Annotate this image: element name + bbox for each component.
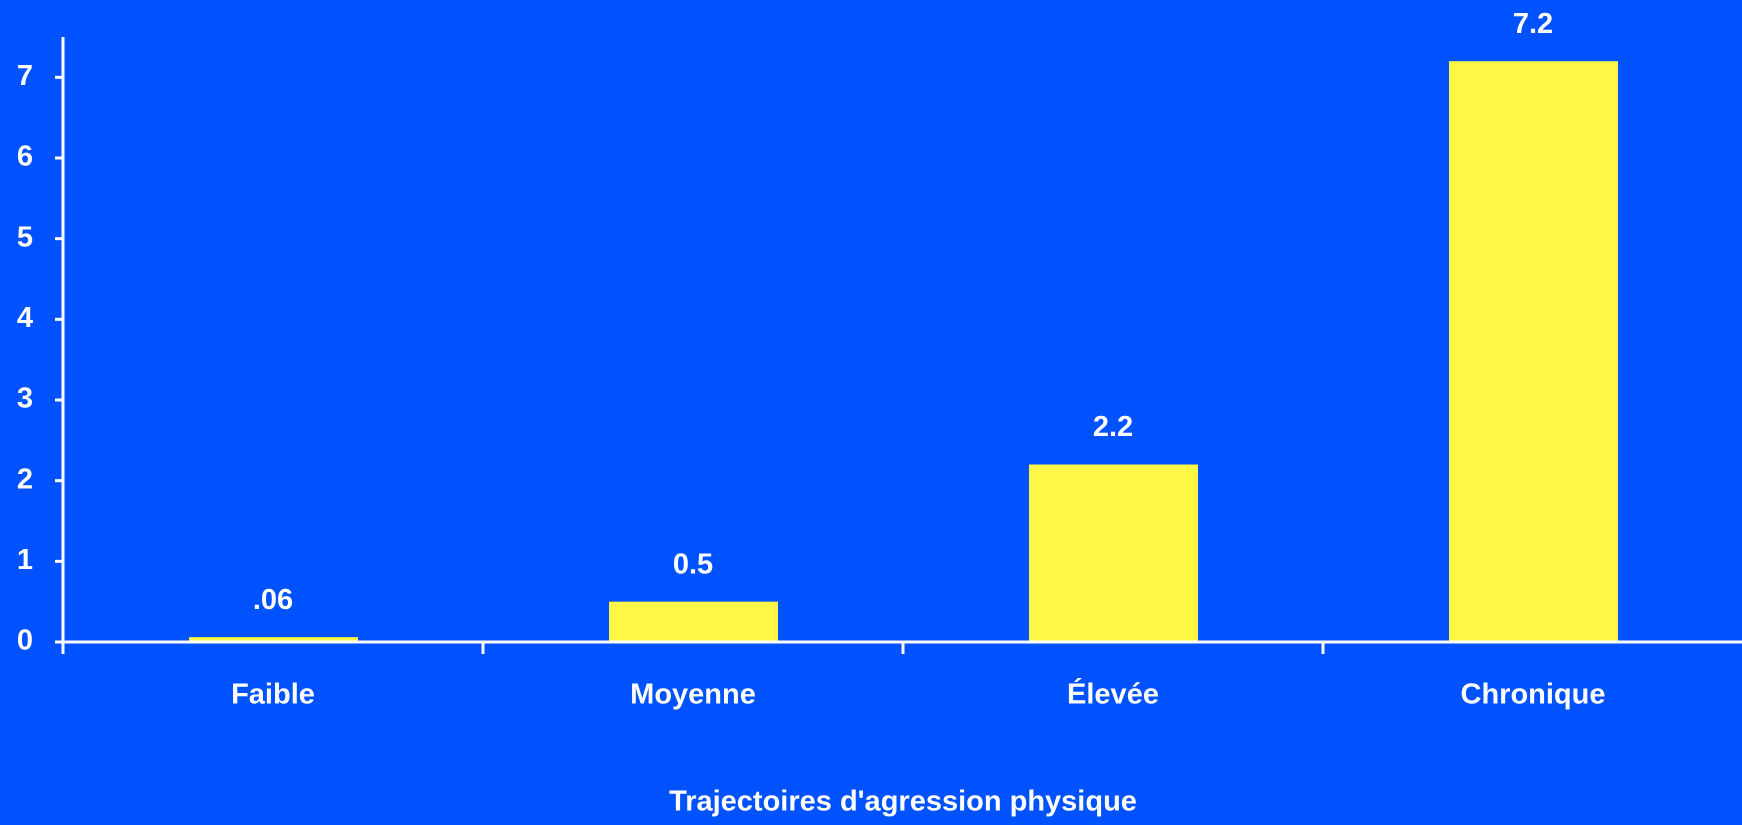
x-tick-label: Élevée [1067,677,1159,711]
y-tick-label: 1 [17,544,33,576]
y-tick-label: 5 [17,221,33,253]
y-tick-label: 6 [17,141,33,173]
y-tick-label: 4 [17,302,33,334]
x-tick-label: Chronique [1461,679,1606,711]
y-tick-label: 2 [17,463,33,495]
bar [189,637,358,642]
y-tick-label: 7 [17,60,33,92]
y-tick-label: 3 [17,383,33,415]
x-axis-label: Trajectoires d'agression physique [669,786,1137,818]
bar [1449,61,1618,642]
bar [1029,464,1198,642]
bar [609,601,778,642]
x-tick-label: Faible [231,679,315,711]
value-label: 7.2 [1513,8,1553,40]
value-label: 2.2 [1093,411,1133,443]
value-label: 0.5 [673,548,713,580]
value-label: .06 [253,584,293,616]
x-tick-label: Moyenne [630,679,756,711]
y-tick-label: 0 [17,625,33,657]
